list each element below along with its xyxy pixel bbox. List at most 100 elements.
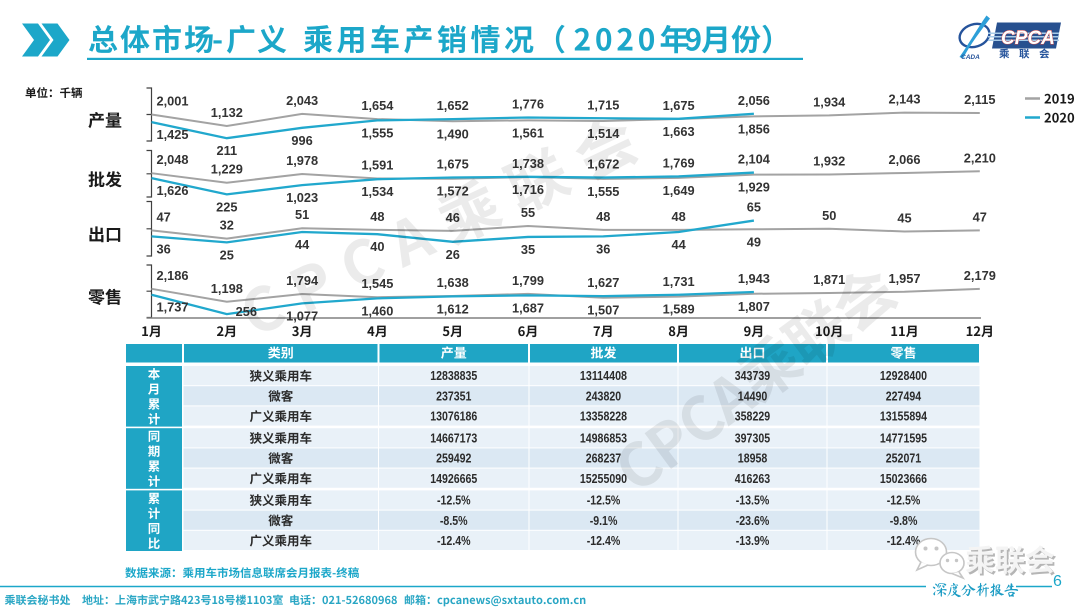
svg-text:1,627: 1,627 xyxy=(587,275,619,290)
svg-text:18958: 18958 xyxy=(738,451,768,466)
svg-text:2,048: 2,048 xyxy=(157,152,189,167)
svg-text:1,687: 1,687 xyxy=(512,300,544,315)
svg-text:1,425: 1,425 xyxy=(157,127,189,142)
svg-text:36: 36 xyxy=(596,241,610,256)
svg-text:35: 35 xyxy=(521,242,535,257)
svg-text:-8.5%: -8.5% xyxy=(440,513,468,528)
svg-text:14926665: 14926665 xyxy=(430,471,477,486)
svg-text:1,943: 1,943 xyxy=(738,271,770,286)
svg-text:1,731: 1,731 xyxy=(663,274,695,289)
svg-text:1,776: 1,776 xyxy=(512,97,544,112)
svg-text:1,652: 1,652 xyxy=(437,98,469,113)
svg-text:252071: 252071 xyxy=(886,451,921,466)
svg-text:32: 32 xyxy=(220,218,234,233)
svg-text:1,715: 1,715 xyxy=(587,97,619,112)
svg-text:1,675: 1,675 xyxy=(437,157,469,172)
svg-text:1,978: 1,978 xyxy=(286,153,318,168)
svg-text:13076186: 13076186 xyxy=(430,409,477,424)
svg-text:2,001: 2,001 xyxy=(157,94,189,109)
svg-text:-23.6%: -23.6% xyxy=(736,513,770,528)
svg-text:996: 996 xyxy=(291,133,312,148)
svg-text:14667173: 14667173 xyxy=(430,430,477,445)
svg-text:1,929: 1,929 xyxy=(738,180,770,195)
svg-text:2,056: 2,056 xyxy=(738,93,770,108)
svg-text:13114408: 13114408 xyxy=(580,368,627,383)
svg-text:1,023: 1,023 xyxy=(286,190,318,205)
svg-text:397305: 397305 xyxy=(735,430,770,445)
svg-text:1,555: 1,555 xyxy=(361,125,393,140)
svg-text:268237: 268237 xyxy=(586,451,621,466)
svg-text:2,179: 2,179 xyxy=(964,268,996,283)
svg-text:227494: 227494 xyxy=(886,388,922,403)
svg-text:1,555: 1,555 xyxy=(587,184,619,199)
svg-text:47: 47 xyxy=(973,209,987,224)
svg-text:1,589: 1,589 xyxy=(663,302,695,317)
svg-text:1,737: 1,737 xyxy=(157,300,189,315)
svg-text:51: 51 xyxy=(295,207,309,222)
svg-text:211: 211 xyxy=(216,143,237,158)
svg-text:416263: 416263 xyxy=(735,471,770,486)
svg-text:2,066: 2,066 xyxy=(888,152,920,167)
svg-text:1,077: 1,077 xyxy=(286,308,318,323)
svg-text:1,799: 1,799 xyxy=(512,273,544,288)
svg-text:44: 44 xyxy=(295,237,310,252)
svg-text:65: 65 xyxy=(747,200,761,215)
svg-text:6: 6 xyxy=(1053,573,1062,590)
svg-text:1,561: 1,561 xyxy=(512,125,544,140)
svg-text:-9.8%: -9.8% xyxy=(890,513,918,528)
svg-text:1,957: 1,957 xyxy=(888,271,920,286)
svg-text:259492: 259492 xyxy=(436,451,471,466)
svg-text:1,769: 1,769 xyxy=(663,155,695,170)
svg-text:2,104: 2,104 xyxy=(738,152,771,167)
svg-text:-12.5%: -12.5% xyxy=(437,493,471,508)
svg-text:237351: 237351 xyxy=(436,388,471,403)
svg-text:358229: 358229 xyxy=(735,409,770,424)
svg-text:CPCA: CPCA xyxy=(1001,28,1055,49)
svg-text:1,649: 1,649 xyxy=(663,183,695,198)
svg-text:225: 225 xyxy=(216,199,237,214)
svg-text:1,229: 1,229 xyxy=(211,162,243,177)
svg-text:-13.9%: -13.9% xyxy=(736,533,770,548)
svg-text:2,043: 2,043 xyxy=(286,93,318,108)
svg-text:13358228: 13358228 xyxy=(580,409,627,424)
svg-text:44: 44 xyxy=(671,237,686,252)
svg-text:243820: 243820 xyxy=(586,388,621,403)
svg-text:15023666: 15023666 xyxy=(880,471,927,486)
svg-text:14771595: 14771595 xyxy=(880,430,927,445)
svg-text:50: 50 xyxy=(822,208,836,223)
svg-text:1,871: 1,871 xyxy=(813,272,845,287)
svg-text:1,856: 1,856 xyxy=(738,121,770,136)
svg-text:1,675: 1,675 xyxy=(663,98,695,113)
svg-text:26: 26 xyxy=(446,247,460,262)
svg-text:12928400: 12928400 xyxy=(880,368,927,383)
svg-text:-12.4%: -12.4% xyxy=(587,533,621,548)
svg-text:-13.5%: -13.5% xyxy=(736,493,770,508)
svg-text:1,132: 1,132 xyxy=(211,105,243,120)
svg-text:40: 40 xyxy=(370,239,384,254)
svg-text:1,807: 1,807 xyxy=(738,299,770,314)
svg-text:14986853: 14986853 xyxy=(580,430,627,445)
svg-text:1,534: 1,534 xyxy=(361,184,394,199)
svg-text:-12.4%: -12.4% xyxy=(887,533,921,548)
svg-text:48: 48 xyxy=(671,209,685,224)
svg-text:15255090: 15255090 xyxy=(580,471,627,486)
svg-text:1,638: 1,638 xyxy=(437,275,469,290)
svg-text:1,654: 1,654 xyxy=(361,98,394,113)
svg-text:48: 48 xyxy=(596,209,610,224)
svg-text:CADA: CADA xyxy=(961,54,980,61)
svg-text:-9.1%: -9.1% xyxy=(590,513,618,528)
svg-text:1,626: 1,626 xyxy=(157,183,189,198)
svg-text:1,507: 1,507 xyxy=(587,303,619,318)
svg-text:49: 49 xyxy=(747,234,761,249)
svg-text:1,932: 1,932 xyxy=(813,154,845,169)
svg-text:1,198: 1,198 xyxy=(211,281,243,296)
svg-text:48: 48 xyxy=(370,209,384,224)
svg-text:-12.5%: -12.5% xyxy=(587,493,621,508)
svg-text:2,210: 2,210 xyxy=(964,150,996,165)
svg-text:1,490: 1,490 xyxy=(437,126,469,141)
svg-text:1,591: 1,591 xyxy=(361,158,393,173)
svg-text:2,186: 2,186 xyxy=(157,268,189,283)
svg-text:25: 25 xyxy=(220,247,234,262)
svg-text:1,934: 1,934 xyxy=(813,94,846,109)
svg-text:13155894: 13155894 xyxy=(880,409,928,424)
